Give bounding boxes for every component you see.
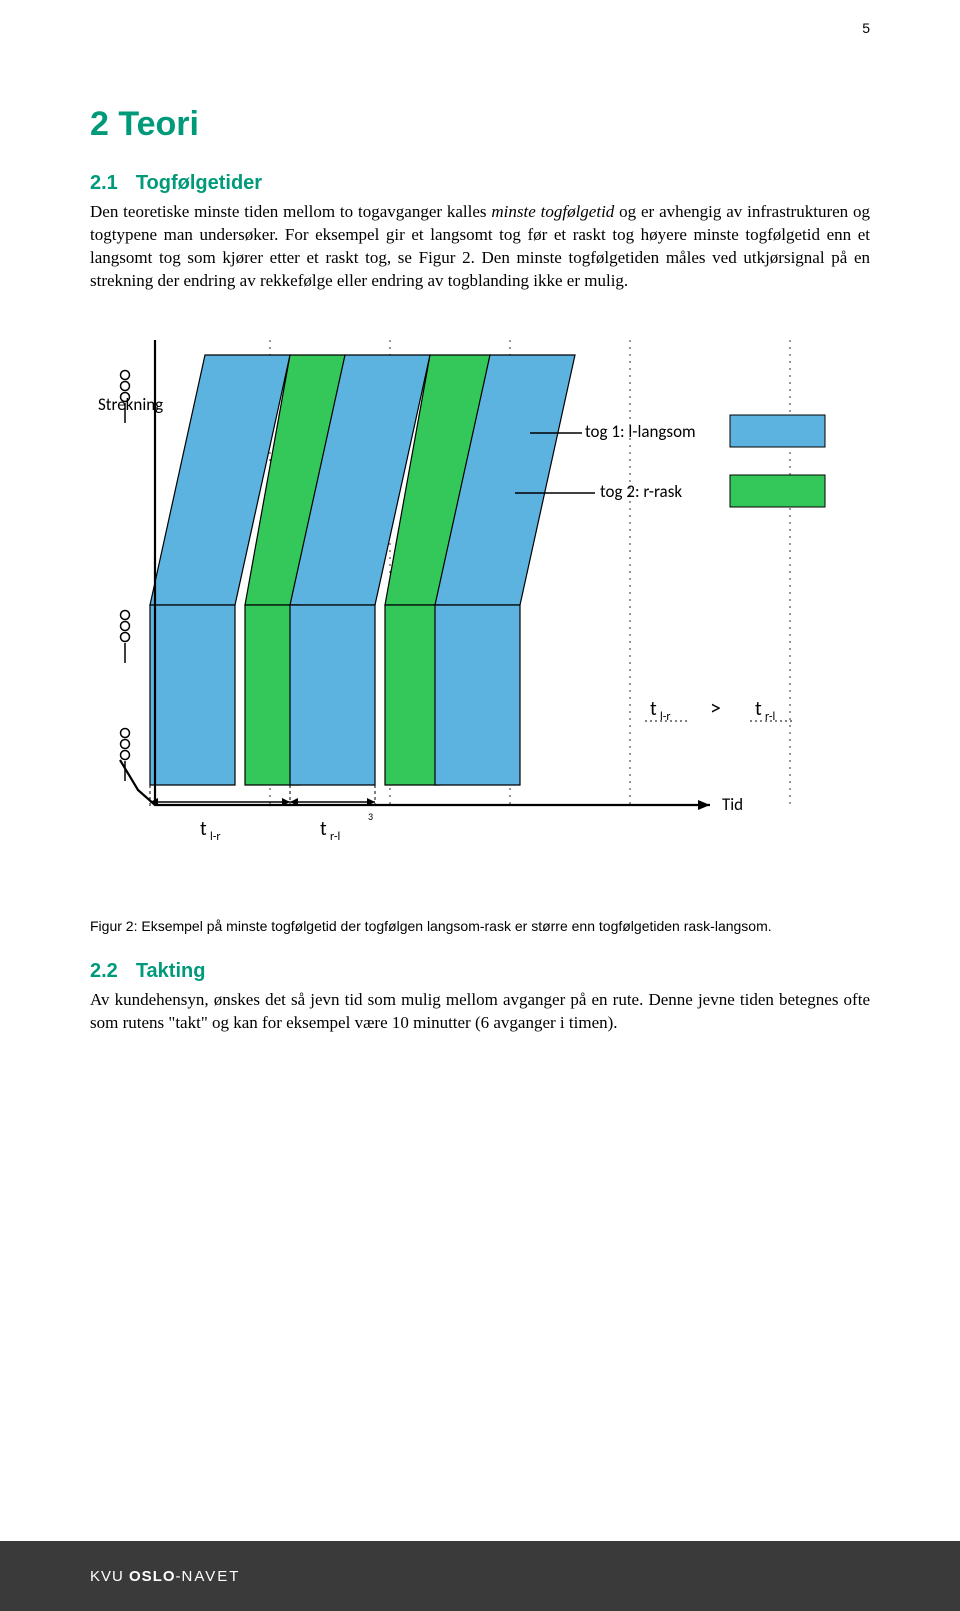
svg-text:l-r: l-r (660, 710, 671, 724)
paragraph-1: Den teoretiske minste tiden mellom to to… (90, 201, 870, 293)
heading-1: 2 Teori (90, 105, 870, 144)
svg-text:t: t (755, 697, 762, 721)
heading-2-2: 2.2 Takting (90, 960, 870, 983)
svg-text:t: t (320, 817, 327, 841)
svg-text:t: t (200, 817, 207, 841)
svg-text:tog 1: l-langsom: tog 1: l-langsom (585, 421, 696, 442)
svg-text:t: t (650, 697, 657, 721)
svg-text:>: > (710, 694, 721, 721)
figure-2: Strekning Tid tog 1: l-langsom tog 2: r-ras… (90, 315, 870, 900)
heading-title: Togfølgetider (136, 172, 262, 195)
heading-2-1: 2.1 Togfølgetider (90, 172, 870, 195)
svg-text:tog 2: r-rask: tog 2: r-rask (600, 481, 682, 502)
heading-num: 2.2 (90, 960, 118, 983)
svg-text:3: 3 (368, 810, 373, 823)
svg-text:Tid: Tid (722, 794, 743, 815)
heading-title: Takting (136, 960, 206, 983)
paragraph-2: Av kundehensyn, ønskes det så jevn tid s… (90, 989, 870, 1035)
svg-text:r-l: r-l (330, 830, 340, 844)
footer-bar: KVU OSLO-NAVET (0, 1541, 960, 1611)
svg-text:Strekning: Strekning (98, 394, 163, 415)
svg-text:r-l: r-l (765, 710, 775, 724)
svg-text:l-r: l-r (210, 830, 221, 844)
figure-caption: Figur 2: Eksempel på minste togfølgetid … (90, 918, 870, 934)
page-number: 5 (862, 20, 870, 36)
footer-text: KVU OSLO-NAVET (90, 1568, 240, 1585)
heading-num: 2.1 (90, 172, 118, 195)
